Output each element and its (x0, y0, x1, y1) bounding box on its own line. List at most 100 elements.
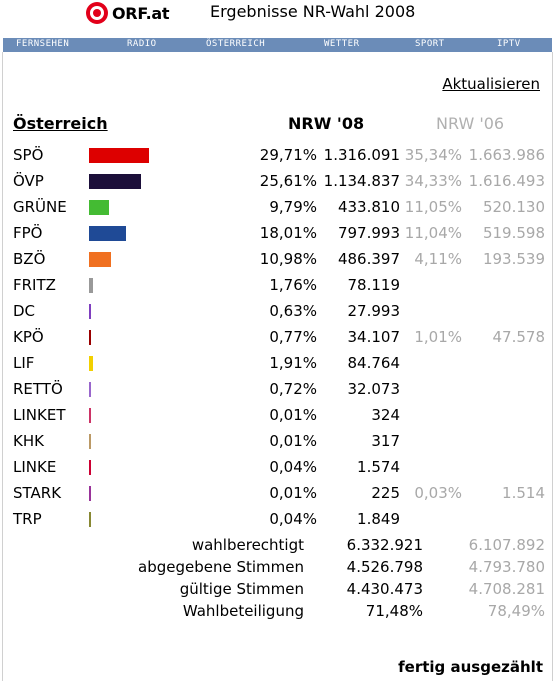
page-title: Ergebnisse NR-Wahl 2008 (210, 2, 416, 21)
table-row: DC 0,63% 27.993 (0, 302, 555, 328)
vote-share-bar (89, 512, 91, 527)
previous-vote-percent: 11,04% (404, 224, 462, 242)
party-name: KPÖ (13, 328, 44, 346)
party-name: DC (13, 302, 36, 320)
vote-share-bar (89, 434, 91, 449)
party-name: TRP (13, 510, 42, 528)
previous-vote-percent: 11,05% (404, 198, 462, 216)
table-row: KPÖ 0,77% 34.107 1,01% 47.578 (0, 328, 555, 354)
previous-vote-count: 1.616.493 (468, 172, 545, 190)
vote-share-bar (89, 174, 141, 189)
summary-previous-value: 78,49% (487, 602, 545, 620)
previous-vote-count: 1.514 (502, 484, 545, 502)
previous-vote-percent: 35,34% (404, 146, 462, 164)
vote-share-bar (89, 330, 91, 345)
summary-label: Wahlbeteiligung (182, 602, 304, 620)
previous-vote-count: 519.598 (482, 224, 545, 242)
previous-vote-count: 47.578 (492, 328, 546, 346)
party-name: LINKE (13, 458, 57, 476)
table-row: BZÖ 10,98% 486.397 4,11% 193.539 (0, 250, 555, 276)
vote-share-bar (89, 278, 93, 293)
party-name: ÖVP (13, 172, 44, 190)
vote-percent: 1,76% (269, 276, 317, 294)
vote-share-bar (89, 382, 91, 397)
table-row: TRP 0,04% 1.849 (0, 510, 555, 536)
vote-share-bar (89, 486, 91, 501)
nav-item-oesterreich[interactable]: ÖSTERREICH (206, 39, 266, 49)
vote-percent: 18,01% (259, 224, 317, 242)
vote-share-bar (89, 408, 91, 423)
vote-count: 324 (371, 406, 400, 424)
summary-row: wahlberechtigt 6.332.921 6.107.892 (0, 536, 555, 558)
vote-count: 1.849 (357, 510, 400, 528)
table-row: ÖVP 25,61% 1.134.837 34,33% 1.616.493 (0, 172, 555, 198)
table-row: FPÖ 18,01% 797.993 11,04% 519.598 (0, 224, 555, 250)
party-name: BZÖ (13, 250, 46, 268)
nav-bar: FERNSEHEN RADIO ÖSTERREICH WETTER SPORT … (3, 38, 552, 52)
vote-share-bar (89, 226, 126, 241)
table-row: LINKE 0,04% 1.574 (0, 458, 555, 484)
vote-count: 1.574 (357, 458, 400, 476)
party-name: LIF (13, 354, 35, 372)
vote-share-bar (89, 460, 91, 475)
vote-percent: 0,77% (269, 328, 317, 346)
summary-current-value: 6.332.921 (346, 536, 423, 554)
current-election-heading: NRW '08 (288, 114, 365, 133)
top-header: ORF.at Ergebnisse NR-Wahl 2008 (0, 0, 555, 38)
vote-percent: 0,63% (269, 302, 317, 320)
table-row: FRITZ 1,76% 78.119 (0, 276, 555, 302)
nav-item-radio[interactable]: RADIO (127, 39, 157, 49)
table-row: RETTÖ 0,72% 32.073 (0, 380, 555, 406)
previous-vote-count: 520.130 (482, 198, 545, 216)
vote-count: 433.810 (337, 198, 400, 216)
summary-current-value: 4.526.798 (346, 558, 423, 576)
summary-row: Wahlbeteiligung 71,48% 78,49% (0, 602, 555, 624)
vote-count: 27.993 (347, 302, 401, 320)
party-name: FRITZ (13, 276, 56, 294)
previous-vote-percent: 0,03% (414, 484, 462, 502)
summary-current-value: 4.430.473 (346, 580, 423, 598)
vote-count: 486.397 (337, 250, 400, 268)
vote-percent: 0,01% (269, 406, 317, 424)
vote-count: 84.764 (347, 354, 401, 372)
table-row: LIF 1,91% 84.764 (0, 354, 555, 380)
table-row: SPÖ 29,71% 1.316.091 35,34% 1.663.986 (0, 146, 555, 172)
table-row: LINKET 0,01% 324 (0, 406, 555, 432)
party-name: FPÖ (13, 224, 43, 242)
vote-percent: 25,61% (259, 172, 317, 190)
vote-percent: 0,01% (269, 432, 317, 450)
summary-previous-value: 4.708.281 (468, 580, 545, 598)
table-row: GRÜNE 9,79% 433.810 11,05% 520.130 (0, 198, 555, 224)
vote-percent: 0,04% (269, 510, 317, 528)
vote-percent: 0,72% (269, 380, 317, 398)
nav-item-wetter[interactable]: WETTER (324, 39, 360, 49)
previous-vote-count: 193.539 (482, 250, 545, 268)
vote-count: 34.107 (347, 328, 401, 346)
previous-vote-percent: 4,11% (414, 250, 462, 268)
region-heading[interactable]: Österreich (13, 114, 108, 133)
orf-logo[interactable]: ORF.at (86, 2, 170, 24)
summary-row: abgegebene Stimmen 4.526.798 4.793.780 (0, 558, 555, 580)
vote-percent: 0,04% (269, 458, 317, 476)
nav-item-iptv[interactable]: IPTV (497, 39, 521, 49)
table-row: STARK 0,01% 225 0,03% 1.514 (0, 484, 555, 510)
previous-vote-percent: 1,01% (414, 328, 462, 346)
nav-item-fernsehen[interactable]: FERNSEHEN (16, 39, 70, 49)
logo-text: ORF.at (112, 3, 170, 23)
summary-previous-value: 4.793.780 (468, 558, 545, 576)
party-name: LINKET (13, 406, 66, 424)
summary-row: gültige Stimmen 4.430.473 4.708.281 (0, 580, 555, 602)
vote-share-bar (89, 200, 109, 215)
vote-percent: 10,98% (259, 250, 317, 268)
vote-count: 78.119 (347, 276, 401, 294)
refresh-link[interactable]: Aktualisieren (442, 75, 540, 93)
vote-percent: 0,01% (269, 484, 317, 502)
party-name: RETTÖ (13, 380, 63, 398)
nav-item-sport[interactable]: SPORT (415, 39, 445, 49)
previous-vote-count: 1.663.986 (468, 146, 545, 164)
orf-eye-icon (86, 2, 108, 24)
vote-share-bar (89, 356, 93, 371)
vote-count: 317 (371, 432, 400, 450)
party-name: GRÜNE (13, 198, 67, 216)
vote-percent: 1,91% (269, 354, 317, 372)
